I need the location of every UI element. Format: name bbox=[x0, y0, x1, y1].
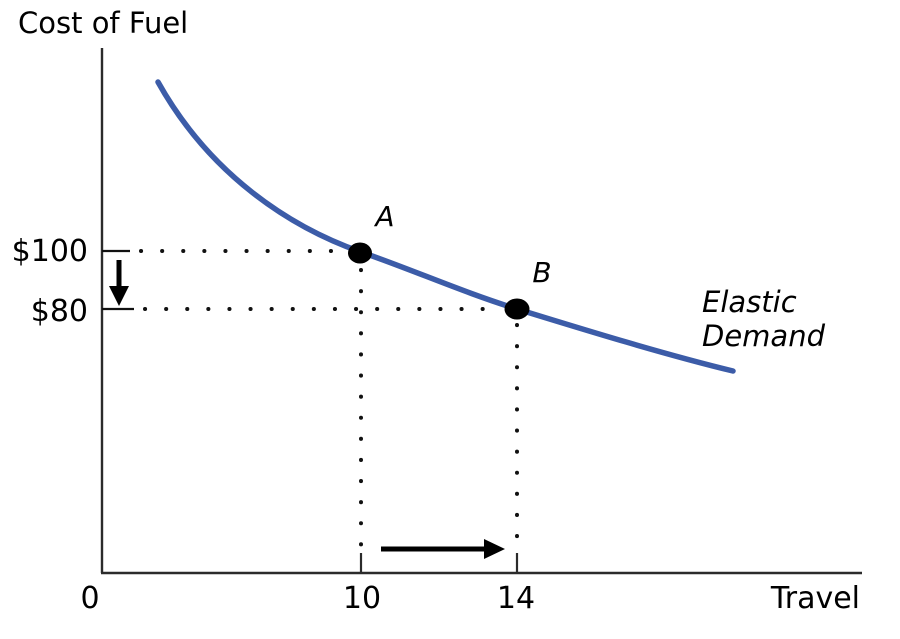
curve-label-line-2: Demand bbox=[702, 319, 826, 353]
demand-curve bbox=[155, 79, 736, 374]
y-tick-label-100: $100 bbox=[12, 234, 88, 269]
point-a-marker bbox=[348, 242, 372, 264]
x-axis-title: Travel bbox=[770, 581, 860, 616]
quantity-increase-arrow-head-icon bbox=[484, 539, 505, 559]
curve-label-line-1: Elastic bbox=[702, 285, 797, 319]
x-tick-label-10: 10 bbox=[343, 581, 381, 616]
chart-title: Cost of Fuel bbox=[18, 6, 188, 40]
price-decrease-arrow-head-icon bbox=[109, 286, 129, 306]
x-tick-label-14: 14 bbox=[497, 581, 535, 616]
point-b-label: B bbox=[532, 256, 551, 289]
point-b-marker bbox=[504, 298, 530, 320]
point-a-label: A bbox=[373, 200, 394, 233]
origin-label: 0 bbox=[80, 581, 99, 616]
y-tick-label-80: $80 bbox=[31, 294, 88, 329]
